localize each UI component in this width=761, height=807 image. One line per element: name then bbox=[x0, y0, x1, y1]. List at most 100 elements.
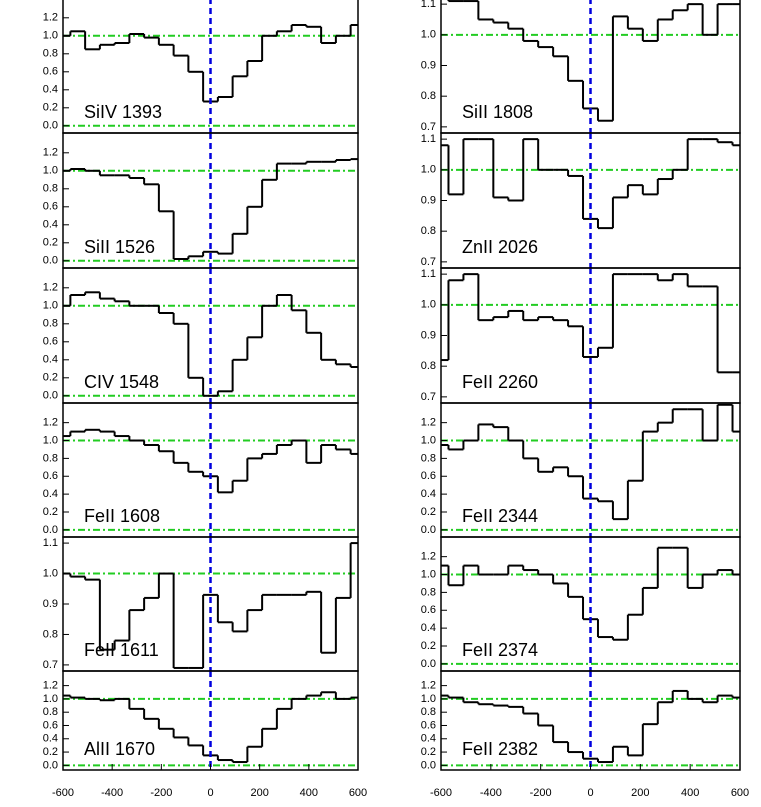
y-tick-label: 1.0 bbox=[421, 434, 436, 446]
y-tick-label: 0.4 bbox=[421, 488, 436, 500]
panel-label: FeII 2374 bbox=[462, 640, 538, 660]
y-tick-label: 0.8 bbox=[421, 90, 436, 102]
y-tick-label: 1.1 bbox=[421, 133, 436, 145]
y-tick-label: 0.4 bbox=[43, 488, 58, 500]
panel-label: SiII 1808 bbox=[462, 102, 533, 122]
panel bbox=[441, 403, 740, 537]
y-tick-label: 0.4 bbox=[43, 733, 58, 745]
y-tick-label: 0.2 bbox=[43, 102, 58, 114]
y-tick-label: 1.0 bbox=[43, 567, 58, 579]
y-tick-label: 0.4 bbox=[43, 354, 58, 366]
x-tick-label: -400 bbox=[101, 787, 123, 799]
y-tick-label: 0.8 bbox=[43, 628, 58, 640]
panel-label: SiIV 1393 bbox=[84, 102, 162, 122]
y-tick-label: 0.0 bbox=[43, 120, 58, 132]
y-tick-label: 0.4 bbox=[43, 84, 58, 96]
y-tick-label: 0.2 bbox=[421, 746, 436, 758]
panel bbox=[441, 537, 740, 671]
y-tick-label: 0.2 bbox=[43, 372, 58, 384]
y-tick-label: 0.8 bbox=[43, 183, 58, 195]
y-tick-label: 0.0 bbox=[43, 390, 58, 402]
y-tick-label: 0.8 bbox=[421, 586, 436, 598]
y-tick-label: 0.0 bbox=[43, 524, 58, 536]
y-tick-label: 1.2 bbox=[43, 417, 58, 429]
panel bbox=[441, 133, 740, 268]
y-tick-label: 0.6 bbox=[421, 470, 436, 482]
y-tick-label: 0.6 bbox=[43, 201, 58, 213]
x-tick-label: -400 bbox=[480, 787, 502, 799]
y-tick-label: 1.0 bbox=[421, 29, 436, 41]
panel-label: ZnII 2026 bbox=[462, 237, 538, 257]
y-tick-label: 1.0 bbox=[43, 693, 58, 705]
y-tick-label: 0.7 bbox=[421, 121, 436, 133]
y-tick-label: 0.0 bbox=[421, 759, 436, 771]
y-tick-label: 1.0 bbox=[421, 568, 436, 580]
y-tick-label: 1.0 bbox=[43, 30, 58, 42]
y-tick-label: 0.8 bbox=[43, 452, 58, 464]
y-tick-label: 0.0 bbox=[43, 255, 58, 267]
y-tick-label: 1.0 bbox=[421, 299, 436, 311]
y-tick-label: 0.0 bbox=[43, 759, 58, 771]
x-tick-label: 400 bbox=[300, 787, 318, 799]
y-tick-label: 1.0 bbox=[43, 165, 58, 177]
y-tick-label: 1.2 bbox=[421, 417, 436, 429]
x-tick-label: 600 bbox=[731, 787, 749, 799]
y-tick-label: 0.4 bbox=[43, 219, 58, 231]
panel bbox=[63, 133, 358, 268]
y-tick-label: 0.8 bbox=[43, 318, 58, 330]
y-tick-label: 1.0 bbox=[421, 693, 436, 705]
y-tick-label: 0.7 bbox=[421, 391, 436, 403]
panel-label: FeII 2260 bbox=[462, 372, 538, 392]
y-tick-label: 0.4 bbox=[421, 622, 436, 634]
y-tick-label: 1.2 bbox=[43, 680, 58, 692]
panel bbox=[63, 0, 358, 133]
y-tick-label: 1.2 bbox=[43, 12, 58, 24]
y-tick-label: 0.0 bbox=[421, 658, 436, 670]
y-tick-label: 1.2 bbox=[43, 147, 58, 159]
panel-label: AlII 1670 bbox=[84, 739, 155, 759]
y-tick-label: 1.0 bbox=[43, 300, 58, 312]
y-tick-label: 0.8 bbox=[421, 706, 436, 718]
panel bbox=[441, 268, 740, 403]
y-tick-label: 0.8 bbox=[421, 225, 436, 237]
y-tick-label: 0.6 bbox=[43, 470, 58, 482]
x-tick-label: 400 bbox=[681, 787, 699, 799]
y-tick-label: 1.1 bbox=[421, 268, 436, 280]
y-tick-label: 0.6 bbox=[43, 719, 58, 731]
panel bbox=[63, 403, 358, 537]
y-tick-label: 1.0 bbox=[421, 164, 436, 176]
y-tick-label: 0.8 bbox=[43, 706, 58, 718]
y-tick-label: 0.9 bbox=[421, 194, 436, 206]
x-tick-label: -600 bbox=[430, 787, 452, 799]
y-tick-label: 1.0 bbox=[43, 434, 58, 446]
y-tick-label: 0.6 bbox=[43, 66, 58, 78]
y-tick-label: 0.6 bbox=[421, 604, 436, 616]
panel-label: SiII 1526 bbox=[84, 237, 155, 257]
y-tick-label: 0.2 bbox=[43, 746, 58, 758]
y-tick-label: 0.0 bbox=[421, 524, 436, 536]
x-tick-label: -200 bbox=[530, 787, 552, 799]
y-tick-label: 0.2 bbox=[43, 506, 58, 518]
panel-label: FeII 1608 bbox=[84, 506, 160, 526]
panel-label: FeII 1611 bbox=[84, 640, 159, 660]
x-tick-label: 0 bbox=[207, 787, 213, 799]
x-tick-label: 0 bbox=[587, 787, 593, 799]
panel bbox=[441, 0, 740, 133]
x-tick-label: -600 bbox=[52, 787, 74, 799]
y-tick-label: 1.2 bbox=[421, 551, 436, 563]
x-tick-label: -200 bbox=[150, 787, 172, 799]
panel-label: FeII 2344 bbox=[462, 506, 538, 526]
y-tick-label: 0.2 bbox=[421, 506, 436, 518]
y-tick-label: 0.9 bbox=[421, 329, 436, 341]
y-tick-label: 0.7 bbox=[421, 256, 436, 268]
y-tick-label: 1.1 bbox=[421, 0, 436, 10]
x-tick-label: 200 bbox=[250, 787, 268, 799]
y-tick-label: 0.8 bbox=[421, 360, 436, 372]
panel bbox=[63, 537, 358, 671]
y-tick-label: 0.2 bbox=[421, 640, 436, 652]
y-tick-label: 0.9 bbox=[421, 59, 436, 71]
y-tick-label: 1.2 bbox=[421, 680, 436, 692]
x-tick-label: 600 bbox=[349, 787, 367, 799]
